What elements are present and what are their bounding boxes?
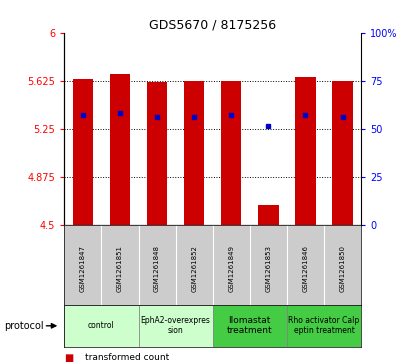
Text: control: control	[88, 321, 115, 330]
Text: GSM1261852: GSM1261852	[191, 245, 197, 293]
Text: protocol: protocol	[4, 321, 44, 331]
Text: GSM1261851: GSM1261851	[117, 245, 123, 293]
Bar	[221, 81, 242, 225]
Bar	[258, 205, 278, 225]
Text: GSM1261847: GSM1261847	[80, 245, 86, 293]
Text: EphA2-overexpres
sion: EphA2-overexpres sion	[141, 317, 210, 335]
Text: GSM1261849: GSM1261849	[228, 245, 234, 293]
Text: GSM1261848: GSM1261848	[154, 245, 160, 293]
Text: GSM1261850: GSM1261850	[339, 245, 346, 293]
Text: ■: ■	[64, 352, 73, 363]
Bar	[147, 82, 167, 225]
Bar	[332, 81, 353, 225]
Text: GSM1261846: GSM1261846	[303, 245, 308, 293]
Text: transformed count: transformed count	[85, 353, 169, 362]
Bar	[73, 79, 93, 225]
Bar	[295, 77, 316, 225]
Bar	[213, 305, 287, 347]
Text: Ilomastat
treatment: Ilomastat treatment	[227, 317, 273, 335]
Text: GSM1261853: GSM1261853	[265, 245, 271, 293]
Text: Rho activator Calp
eptin treatment: Rho activator Calp eptin treatment	[288, 317, 359, 335]
Bar	[287, 305, 361, 347]
Title: GDS5670 / 8175256: GDS5670 / 8175256	[149, 19, 276, 32]
Bar	[184, 81, 204, 225]
Bar	[139, 305, 213, 347]
Bar	[110, 74, 130, 225]
Bar	[64, 305, 139, 347]
